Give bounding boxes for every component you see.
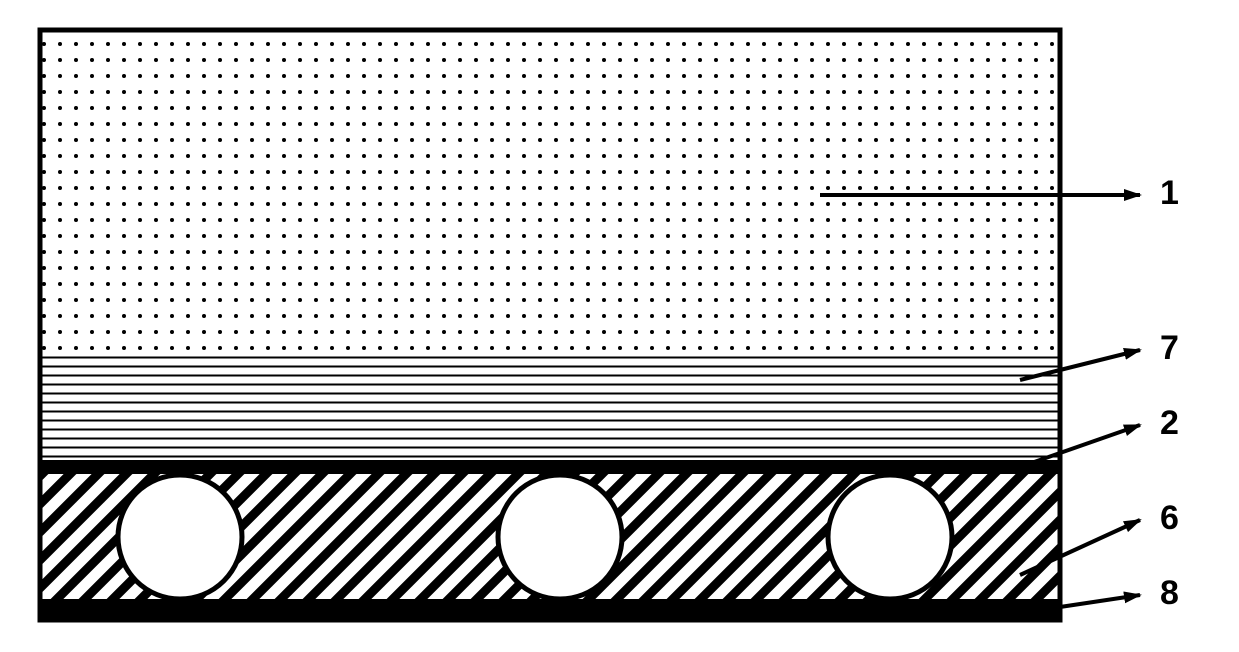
callout-label-8: 8 xyxy=(1160,574,1179,612)
callout-label-1: 1 xyxy=(1160,174,1179,212)
layer-6-void xyxy=(498,475,622,599)
layer-7 xyxy=(40,350,1060,460)
layer-6-void xyxy=(118,475,242,599)
callout-label-7: 7 xyxy=(1160,329,1179,367)
callout-label-2: 2 xyxy=(1160,404,1179,442)
diagram-svg: 1 7 2 6 8 xyxy=(20,20,1239,652)
layer-1 xyxy=(40,30,1060,350)
layer-8 xyxy=(40,599,1060,620)
cross-section-diagram: 1 7 2 6 8 xyxy=(20,20,1220,620)
layer-6-void xyxy=(828,475,952,599)
layer-2 xyxy=(40,460,1060,474)
callout-label-6: 6 xyxy=(1160,499,1179,537)
layers-group xyxy=(40,30,1060,620)
